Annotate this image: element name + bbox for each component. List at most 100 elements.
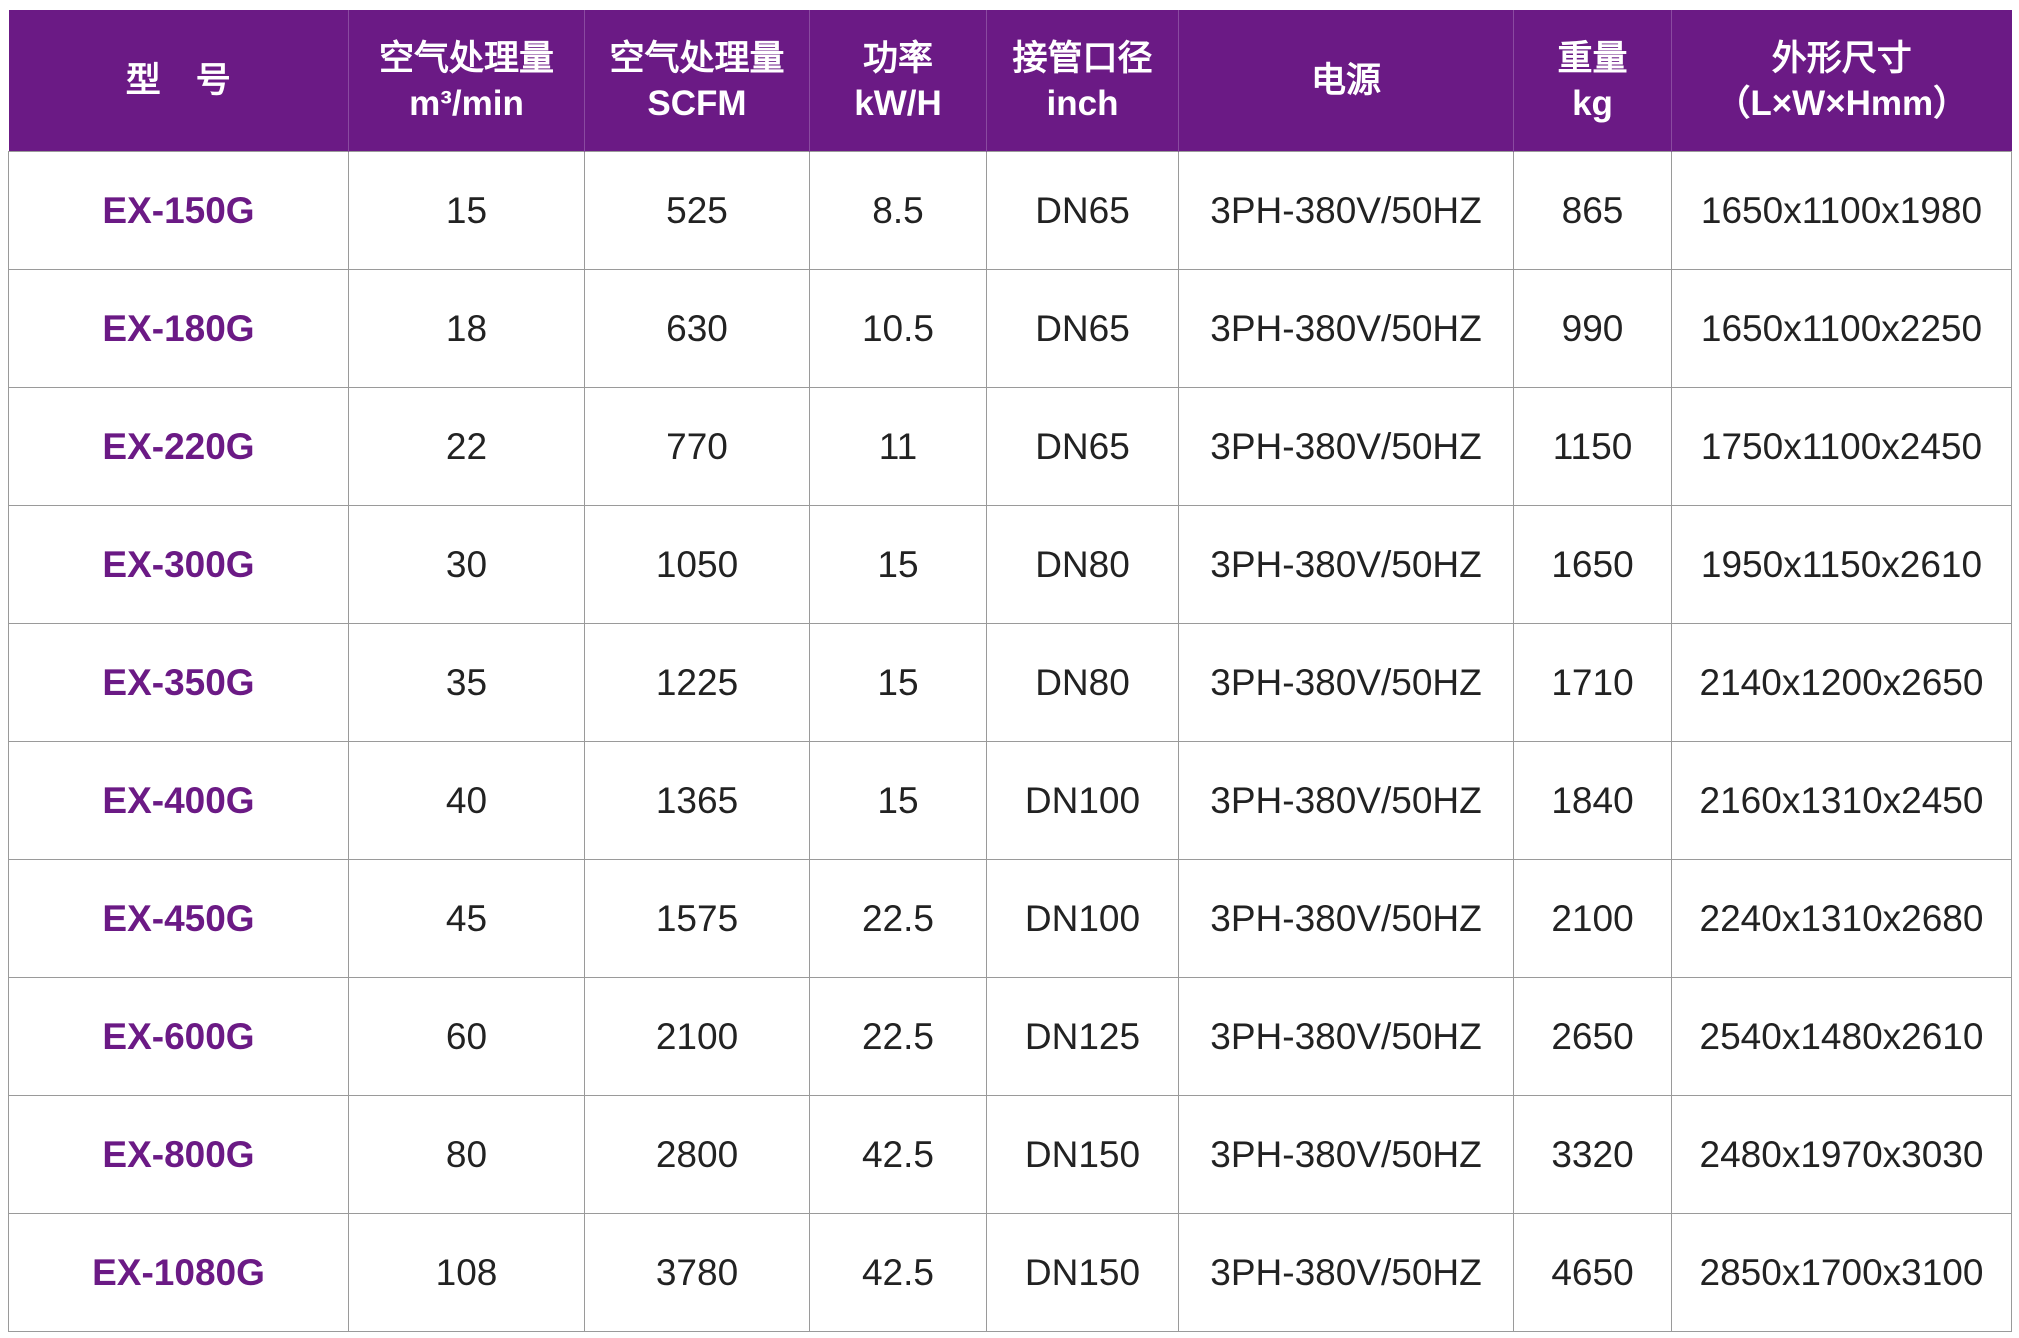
table-row: EX-1080G 108 3780 42.5 DN150 3PH-380V/50HZ 465… — [8, 1213, 2012, 1332]
table-cell: 10.5 — [809, 269, 987, 388]
column-header: 空气处理量 m³/min — [348, 10, 585, 152]
table-cell: 1650x1100x1980 — [1671, 151, 2012, 270]
header-line1: 型 号 — [125, 61, 231, 100]
table-cell: 30 — [348, 505, 585, 624]
table-cell: 2480x1970x3030 — [1671, 1095, 2012, 1214]
model-cell: EX-180G — [8, 269, 349, 388]
table-row: EX-400G 40 1365 15 DN100 3PH-380V/50HZ 1840 216… — [8, 741, 2012, 860]
table-cell: 15 — [809, 623, 987, 742]
table-cell: 1840 — [1513, 741, 1672, 860]
table-cell: DN65 — [986, 387, 1179, 506]
spec-table: 型 号 空气处理量 m³/min 空气处理量 SCFM 功率 kW/H 接管口径 inch 电源 重… — [8, 10, 2012, 1332]
table-cell: 3PH-380V/50HZ — [1178, 859, 1514, 978]
table-cell: 4650 — [1513, 1213, 1672, 1332]
table-row: EX-800G 80 2800 42.5 DN150 3PH-380V/50HZ 3320 2… — [8, 1095, 2012, 1214]
table-cell: 2100 — [1513, 859, 1672, 978]
model-cell: EX-220G — [8, 387, 349, 506]
header-line1: 接管口径 — [1012, 38, 1153, 78]
table-cell: 1365 — [584, 741, 810, 860]
table-cell: 3PH-380V/50HZ — [1178, 387, 1514, 506]
table-cell: 3PH-380V/50HZ — [1178, 1213, 1514, 1332]
model-cell: EX-150G — [8, 151, 349, 270]
table-row: EX-450G 45 1575 22.5 DN100 3PH-380V/50HZ 2100 2… — [8, 859, 2012, 978]
table-cell: 15 — [348, 151, 585, 270]
table-cell: 525 — [584, 151, 810, 270]
table-cell: 770 — [584, 387, 810, 506]
table-cell: DN125 — [986, 977, 1179, 1096]
table-cell: 3780 — [584, 1213, 810, 1332]
header-line2: kg — [1572, 83, 1613, 123]
table-cell: 2650 — [1513, 977, 1672, 1096]
table-cell: 3PH-380V/50HZ — [1178, 269, 1514, 388]
table-cell: 2100 — [584, 977, 810, 1096]
table-cell: 1950x1150x2610 — [1671, 505, 2012, 624]
table-row: EX-600G 60 2100 22.5 DN125 3PH-380V/50HZ 2650 2… — [8, 977, 2012, 1096]
table-cell: 2850x1700x3100 — [1671, 1213, 2012, 1332]
column-header: 重量 kg — [1513, 10, 1672, 152]
model-cell: EX-1080G — [8, 1213, 349, 1332]
table-cell: 22 — [348, 387, 585, 506]
header-line1: 重量 — [1557, 38, 1628, 78]
table-cell: 22.5 — [809, 859, 987, 978]
table-cell: 865 — [1513, 151, 1672, 270]
table-cell: DN65 — [986, 151, 1179, 270]
column-header: 型 号 — [8, 10, 349, 152]
model-cell: EX-300G — [8, 505, 349, 624]
table-cell: 2160x1310x2450 — [1671, 741, 2012, 860]
table-cell: 3PH-380V/50HZ — [1178, 1095, 1514, 1214]
column-header: 外形尺寸 （L×W×Hmm） — [1671, 10, 2012, 152]
header-line2: SCFM — [647, 83, 747, 123]
table-cell: 108 — [348, 1213, 585, 1332]
table-cell: 3PH-380V/50HZ — [1178, 741, 1514, 860]
header-line2: m³/min — [409, 83, 524, 123]
table-cell: 3PH-380V/50HZ — [1178, 151, 1514, 270]
table-cell: DN80 — [986, 623, 1179, 742]
table-cell: 1710 — [1513, 623, 1672, 742]
header-line1: 电源 — [1310, 61, 1381, 100]
table-cell: 45 — [348, 859, 585, 978]
table-cell: 2240x1310x2680 — [1671, 859, 2012, 978]
model-cell: EX-350G — [8, 623, 349, 742]
table-cell: 630 — [584, 269, 810, 388]
model-cell: EX-600G — [8, 977, 349, 1096]
model-cell: EX-450G — [8, 859, 349, 978]
table-cell: 42.5 — [809, 1213, 987, 1332]
header-line2: inch — [1046, 83, 1119, 123]
table-cell: 1750x1100x2450 — [1671, 387, 2012, 506]
table-row: EX-300G 30 1050 15 DN80 3PH-380V/50HZ 1650 1950… — [8, 505, 2012, 624]
table-cell: 8.5 — [809, 151, 987, 270]
table-cell: 42.5 — [809, 1095, 987, 1214]
table-row: EX-350G 35 1225 15 DN80 3PH-380V/50HZ 1710 2140… — [8, 623, 2012, 742]
table-cell: 2540x1480x2610 — [1671, 977, 2012, 1096]
table-cell: 2140x1200x2650 — [1671, 623, 2012, 742]
header-line2: kW/H — [854, 83, 942, 123]
table-cell: 60 — [348, 977, 585, 1096]
table-cell: 40 — [348, 741, 585, 860]
table-cell: 1050 — [584, 505, 810, 624]
table-row: EX-150G 15 525 8.5 DN65 3PH-380V/50HZ 865 1650x… — [8, 151, 2012, 270]
table-cell: DN65 — [986, 269, 1179, 388]
table-cell: 18 — [348, 269, 585, 388]
table-cell: 3PH-380V/50HZ — [1178, 505, 1514, 624]
table-cell: 15 — [809, 741, 987, 860]
column-header: 空气处理量 SCFM — [584, 10, 810, 152]
table-cell: 80 — [348, 1095, 585, 1214]
column-header: 功率 kW/H — [809, 10, 987, 152]
table-cell: DN100 — [986, 741, 1179, 860]
table-cell: DN150 — [986, 1213, 1179, 1332]
header-line1: 空气处理量 — [609, 38, 785, 78]
table-cell: 15 — [809, 505, 987, 624]
table-row: EX-220G 22 770 11 DN65 3PH-380V/50HZ 1150 1750x… — [8, 387, 2012, 506]
table-cell: DN100 — [986, 859, 1179, 978]
model-cell: EX-400G — [8, 741, 349, 860]
table-cell: 2800 — [584, 1095, 810, 1214]
column-header: 电源 — [1178, 10, 1514, 152]
model-cell: EX-800G — [8, 1095, 349, 1214]
header-line1: 空气处理量 — [378, 38, 554, 78]
table-cell: DN150 — [986, 1095, 1179, 1214]
table-cell: 1225 — [584, 623, 810, 742]
table-cell: 3PH-380V/50HZ — [1178, 623, 1514, 742]
table-cell: 1650 — [1513, 505, 1672, 624]
table-row: EX-180G 18 630 10.5 DN65 3PH-380V/50HZ 990 1650… — [8, 269, 2012, 388]
header-line1: 外形尺寸 — [1771, 38, 1912, 78]
